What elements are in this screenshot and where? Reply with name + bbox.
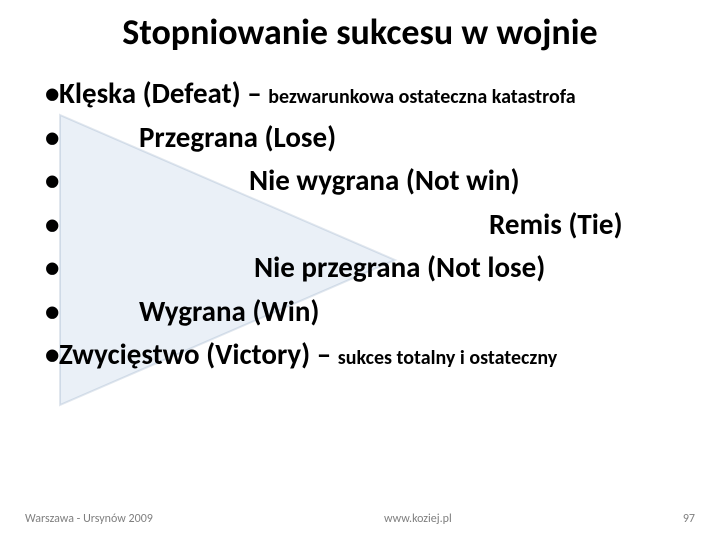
slide-title: Stopniowanie sukcesu w wojnie — [25, 10, 695, 54]
bullet-dot: • — [45, 290, 59, 334]
bullet-row: • Przegrana (Lose) — [45, 116, 695, 160]
bullet-dot: • — [45, 72, 59, 116]
footer-right: 97 — [683, 512, 695, 526]
bullet-dot: • — [45, 203, 59, 247]
bullet-row: • Nie wygrana (Not win) — [45, 159, 695, 203]
bullet-text: Wygrana (Win) — [59, 290, 319, 334]
bullet-list: •Klęska (Defeat) – bezwarunkowa ostatecz… — [25, 72, 695, 377]
bullet-row: • Nie przegrana (Not lose) — [45, 246, 695, 290]
bullet-main: Klęska (Defeat) – — [59, 75, 268, 111]
bullet-sub: sukces totalny i ostateczny — [338, 346, 557, 370]
bullet-text: Zwycięstwo (Victory) – sukces totalny i … — [59, 333, 557, 377]
bullet-main: Remis (Tie) — [489, 206, 623, 242]
bullet-text: Przegrana (Lose) — [59, 116, 336, 160]
bullet-main: Przegrana (Lose) — [139, 119, 336, 155]
slide: Stopniowanie sukcesu w wojnie •Klęska (D… — [0, 0, 720, 540]
bullet-row: • Wygrana (Win) — [45, 290, 695, 334]
bullet-main: Nie wygrana (Not win) — [249, 162, 520, 198]
bullet-sub: bezwarunkowa ostateczna katastrofa — [268, 85, 575, 109]
bullet-text: Nie wygrana (Not win) — [59, 159, 520, 203]
footer-center: www.koziej.pl — [384, 512, 452, 526]
bullet-row: • Remis (Tie) — [45, 203, 695, 247]
bullet-text: Nie przegrana (Not lose) — [59, 246, 545, 290]
bullet-main: Nie przegrana (Not lose) — [254, 249, 545, 285]
footer-left: Warszawa - Ursynów 2009 — [25, 512, 153, 526]
bullet-dot: • — [45, 333, 59, 377]
bullet-row: •Zwycięstwo (Victory) – sukces totalny i… — [45, 333, 695, 377]
bullet-dot: • — [45, 159, 59, 203]
bullet-main: Wygrana (Win) — [139, 293, 319, 329]
bullet-text: Klęska (Defeat) – bezwarunkowa ostateczn… — [59, 72, 576, 116]
bullet-dot: • — [45, 116, 59, 160]
bullet-row: •Klęska (Defeat) – bezwarunkowa ostatecz… — [45, 72, 695, 116]
bullet-main: Zwycięstwo (Victory) – — [59, 336, 338, 372]
bullet-text: Remis (Tie) — [59, 203, 623, 247]
bullet-dot: • — [45, 246, 59, 290]
footer: Warszawa - Ursynów 2009 www.koziej.pl 97 — [0, 512, 720, 526]
